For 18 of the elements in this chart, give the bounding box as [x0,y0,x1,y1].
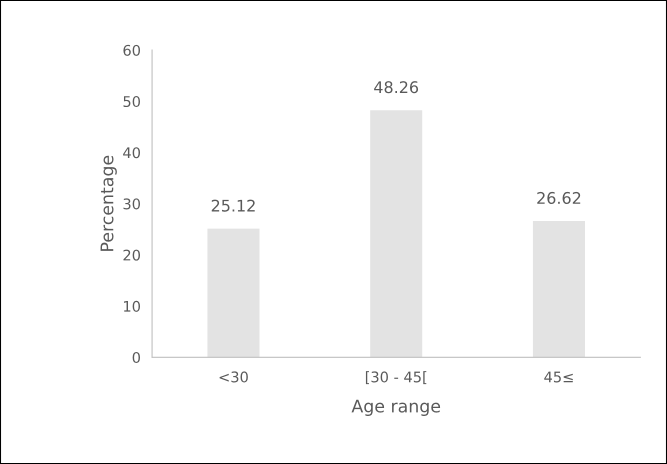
bar [532,221,585,358]
x-tick-label: <30 [220,371,248,382]
bar [370,110,422,358]
y-tick-label: 20 [123,250,140,261]
y-tick-label: 50 [124,96,140,108]
data-label: 48.26 [374,81,418,94]
y-tick-label: 60 [123,44,140,56]
y-tick-label: 30 [124,198,140,210]
y-axis-title: Percentage [100,156,117,251]
bar [207,228,260,358]
y-tick-label: 0 [132,352,140,364]
y-tick-label: 40 [123,147,140,158]
y-tick-label: 10 [124,300,140,312]
data-label: 25.12 [212,200,255,212]
data-label: 26.62 [537,192,580,204]
x-tick-label: [30 - 45[ [366,371,426,384]
x-tick-label: 45≤ [544,372,573,382]
x-axis-title: Age range [352,400,440,416]
